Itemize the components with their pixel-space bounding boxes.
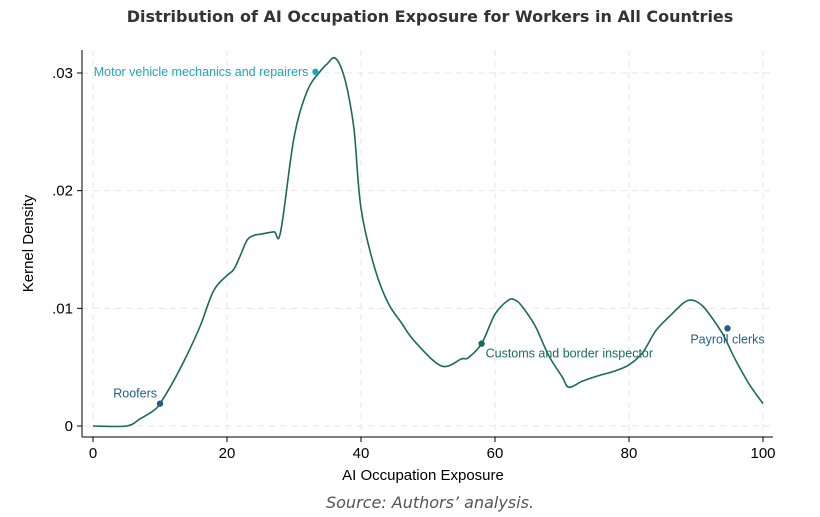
x-tick-label: 100: [750, 445, 775, 462]
annotation-marker: [312, 68, 319, 76]
x-tick-label: 80: [621, 445, 638, 462]
kernel-density-chart: 0 20 40 60 80 100 0 .01 .02 .03 AI Occupation Exp…: [20, 50, 776, 484]
y-tick-label: .01: [52, 300, 73, 317]
axes: [77, 50, 773, 442]
annotation-label: Customs and border inspector: [486, 347, 653, 361]
y-axis-title: Kernel Density: [20, 194, 37, 292]
chart-title: Distribution of AI Occupation Exposure f…: [126, 7, 734, 26]
x-axis-title: AI Occupation Exposure: [342, 467, 504, 484]
annotations: Roofers Motor vehicle mechanics and repai…: [94, 65, 765, 407]
density-curve: [92, 56, 764, 428]
annotation-marker: [156, 400, 164, 407]
y-tick-label: .02: [52, 183, 73, 200]
annotation-label: Payroll clerks: [690, 332, 764, 346]
x-tick-label: 0: [89, 445, 97, 462]
annotation-marker: [724, 325, 731, 332]
x-tick-label: 40: [353, 445, 370, 462]
x-tick-label: 20: [219, 445, 236, 462]
y-tick-label: .03: [52, 65, 73, 82]
x-tick-label: 60: [487, 445, 504, 462]
source-note: Source: Authors’ analysis.: [325, 493, 535, 512]
tick-labels: 0 20 40 60 80 100 0 .01 .02 .03: [52, 65, 775, 462]
annotation-marker: [478, 340, 485, 347]
annotation-label: Roofers: [113, 387, 157, 401]
grid-lines: [82, 50, 773, 437]
y-tick-label: 0: [65, 418, 73, 435]
annotation-label: Motor vehicle mechanics and repairers: [94, 65, 309, 79]
